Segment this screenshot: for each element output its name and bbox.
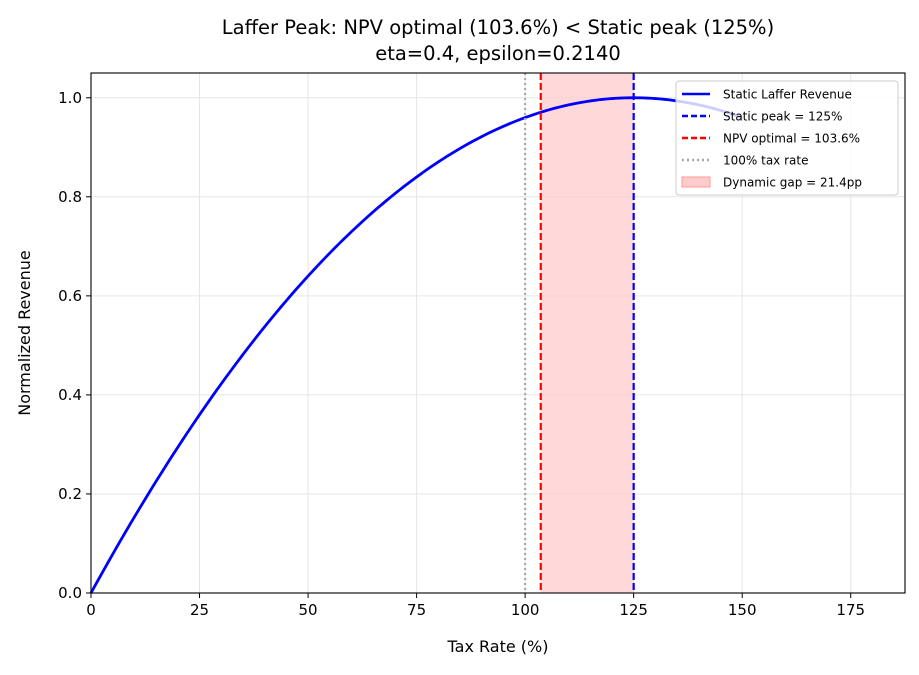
x-tick-label: 50	[299, 601, 318, 619]
y-tick-label: 0.4	[58, 386, 82, 404]
chart-title: Laffer Peak: NPV optimal (103.6%) < Stat…	[222, 16, 774, 39]
legend-label: Static Laffer Revenue	[723, 88, 852, 102]
legend-label: 100% tax rate	[723, 154, 808, 168]
x-tick-label: 150	[728, 601, 757, 619]
y-tick-label: 0.6	[58, 287, 82, 305]
dynamic-gap-span	[540, 73, 634, 593]
x-tick-label: 100	[511, 601, 540, 619]
plot-frame	[90, 72, 906, 594]
legend-label: NPV optimal = 103.6%	[723, 132, 860, 146]
x-tick-label: 25	[190, 601, 209, 619]
x-tick-label: 75	[407, 601, 426, 619]
x-tick-label: 175	[836, 601, 865, 619]
y-tick-label: 0.2	[58, 485, 82, 503]
legend-box	[675, 80, 899, 196]
y-tick-label: 0.8	[58, 188, 82, 206]
legend: Static Laffer Revenue Static peak = 125% N…	[675, 80, 899, 196]
chart-subtitle: eta=0.4, epsilon=0.2140	[375, 42, 621, 65]
y-axis-label: Normalized Revenue	[15, 250, 34, 416]
x-axis-label: Tax Rate (%)	[447, 637, 549, 656]
legend-swatch	[681, 176, 711, 188]
y-tick-label: 0.0	[58, 584, 82, 602]
x-tick-label: 0	[86, 601, 96, 619]
legend-label: Dynamic gap = 21.4pp	[723, 176, 862, 190]
legend-label: Static peak = 125%	[723, 110, 842, 124]
y-tick-label: 1.0	[58, 89, 82, 107]
x-tick-label: 125	[619, 601, 648, 619]
